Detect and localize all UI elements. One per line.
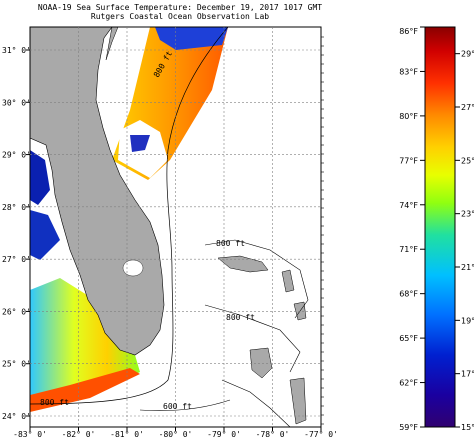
latitude-label: 30° 0' — [2, 98, 31, 107]
latitude-label: 25° 0' — [2, 360, 31, 369]
contour-label: 800 ft — [226, 313, 255, 322]
longitude-label: -81° 0' — [110, 430, 144, 439]
lake-okeechobee — [122, 259, 144, 277]
northern-coast — [105, 27, 119, 61]
latitude-label: 24° 0' — [2, 412, 31, 421]
colorbar-celsius-labels: 29°C 27°C 25°C 23°C 21°C 19°C 17°C 15°C — [455, 50, 474, 432]
colorbar-f-label: 62°F — [399, 379, 418, 388]
longitude-label: -78° 0' — [256, 430, 290, 439]
colorbar-f-label: 59°F — [399, 423, 418, 432]
cloud-edge — [130, 135, 150, 152]
colorbar-c-label: 17°C — [461, 370, 474, 379]
longitude-label: -82° 0' — [62, 430, 96, 439]
colorbar-f-label: 77°F — [399, 156, 418, 165]
longitude-label: -80° 0' — [159, 430, 193, 439]
map-title: NOAA-19 Sea Surface Temperature: Decembe… — [37, 3, 323, 12]
colorbar-f-label: 65°F — [399, 334, 418, 343]
colorbar-c-label: 29°C — [461, 50, 474, 59]
colorbar-f-label: 68°F — [399, 290, 418, 299]
colorbar-fahrenheit-labels: 86°F 83°F 80°F 77°F 74°F 71°F 68°F 65°F 62°F 59°F — [399, 26, 425, 432]
colorbar-c-label: 19°C — [461, 316, 474, 325]
latitude-label: 26° 0' — [2, 307, 31, 316]
latitude-label: 27° 0' — [2, 255, 31, 264]
longitude-label: -77° 0' — [304, 430, 338, 439]
latitude-labels: 31° 0' 30° 0' 29° 0' 28° 0' 27° 0' 26° 0' 25° … — [2, 46, 31, 421]
latitude-label: 31° 0' — [2, 46, 31, 55]
latitude-label: 29° 0' — [2, 151, 31, 160]
sst-warm-strip — [30, 368, 140, 412]
sst-cool-band — [155, 27, 228, 50]
isobath-contour — [30, 27, 229, 405]
graticule — [26, 27, 324, 431]
contour-label: 800 ft — [216, 239, 245, 248]
contour-label: 800 ft — [40, 398, 69, 407]
colorbar-c-label: 23°C — [461, 210, 474, 219]
colorbar-c-label: 25°C — [461, 156, 474, 165]
colorbar-f-label: 71°F — [399, 245, 418, 254]
map-subtitle: Rutgers Coastal Ocean Observation Lab — [90, 12, 270, 21]
colorbar-c-label: 21°C — [461, 263, 474, 272]
bahamas-islands — [217, 255, 307, 425]
colorbar-f-label: 80°F — [399, 112, 418, 121]
longitude-labels: -83° 0' -82° 0' -81° 0' -80° 0' -79° 0' -78° … — [13, 430, 338, 439]
isobath-contour-south — [139, 399, 231, 411]
colorbar-c-label: 27°C — [461, 103, 474, 112]
colorbar — [424, 26, 456, 428]
longitude-label: -79° 0' — [207, 430, 241, 439]
colorbar-f-label: 74°F — [399, 201, 418, 210]
longitude-label: -83° 0' — [13, 430, 47, 439]
bahamas-bank-outline — [204, 239, 309, 427]
cold-patch-west-2 — [30, 210, 60, 260]
colorbar-f-label: 86°F — [399, 27, 418, 36]
map-area — [30, 27, 309, 427]
latitude-label: 28° 0' — [2, 203, 31, 212]
cold-patch-west — [30, 150, 50, 205]
colorbar-c-label: 15°C — [461, 423, 474, 432]
contour-label: 600 ft — [163, 402, 192, 411]
colorbar-f-label: 83°F — [399, 67, 418, 76]
